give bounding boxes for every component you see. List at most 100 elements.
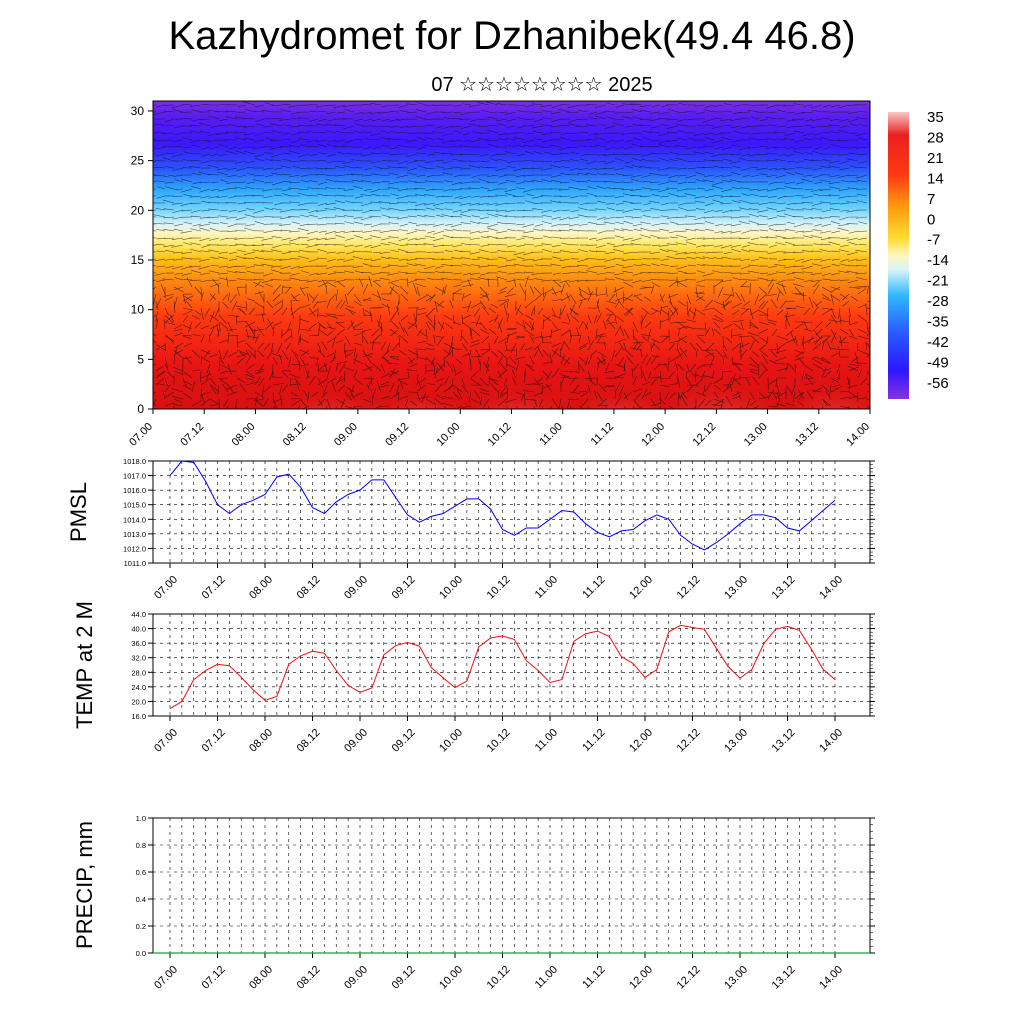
wind-barb (802, 339, 805, 351)
wind-barb (778, 279, 787, 283)
wind-barb (253, 328, 265, 332)
wind-barb (839, 320, 850, 323)
wind-barb (270, 269, 283, 274)
wind-barb (326, 104, 337, 107)
wind-barb (506, 388, 509, 400)
wind-barb (220, 118, 229, 121)
wind-barb (497, 290, 507, 295)
wind-barb (757, 277, 769, 281)
wind-barb (551, 368, 560, 379)
wind-barb (595, 237, 607, 241)
wind-barb (362, 263, 373, 267)
wind-barb (578, 223, 589, 226)
wind-barb (713, 104, 724, 107)
wind-barb (601, 356, 607, 365)
colorbar-label: -56 (927, 375, 949, 392)
x-tick-label: 09.00 (342, 727, 370, 755)
wind-barb (614, 396, 622, 407)
wind-barb (721, 146, 733, 150)
wind-barb (467, 279, 472, 288)
wind-barb (766, 335, 769, 345)
wind-barb (289, 373, 301, 379)
wind-barb (443, 396, 454, 400)
wind-barb (425, 314, 433, 323)
wind-barb (443, 356, 445, 368)
wind-barb (776, 384, 780, 395)
wind-barb (453, 111, 463, 114)
wind-barb (496, 158, 508, 162)
wind-barb (623, 181, 634, 183)
wind-barb (631, 279, 643, 284)
wind-barb (452, 209, 463, 213)
wind-barb (254, 104, 265, 108)
wind-barb (657, 188, 670, 193)
wind-barb (370, 111, 382, 115)
wind-barb (596, 293, 607, 296)
wind-barb (614, 272, 625, 276)
wind-barb (515, 181, 526, 185)
wind-barb (254, 153, 265, 158)
wind-barb (248, 350, 256, 358)
wind-barb (767, 319, 778, 323)
wind-barb (541, 179, 553, 183)
wind-barb (533, 343, 542, 351)
wind-barb (232, 300, 238, 312)
wind-barb (568, 146, 580, 149)
wind-barb (425, 188, 436, 191)
wind-barb (485, 291, 490, 302)
wind-barb (239, 383, 247, 393)
wind-barb (811, 207, 823, 211)
wind-barb (659, 370, 662, 383)
wind-barb (803, 382, 815, 386)
wind-barb (621, 265, 634, 269)
wind-barb (219, 209, 229, 212)
wind-barb (568, 216, 580, 220)
wind-barb (523, 230, 535, 234)
wind-barb (730, 171, 742, 176)
wind-barb (596, 391, 603, 402)
wind-barb (344, 405, 354, 409)
wind-barb (227, 188, 238, 190)
wind-barb (703, 109, 715, 113)
wind-barb (404, 398, 409, 407)
wind-barb (618, 342, 625, 351)
wind-barb (738, 199, 751, 204)
wind-barb (705, 342, 715, 351)
wind-barb (163, 244, 175, 248)
wind-barb (425, 342, 434, 347)
wind-barb (272, 376, 283, 379)
wind-barb (226, 328, 238, 331)
wind-barb (414, 318, 418, 330)
wind-barb (561, 132, 571, 135)
wind-barb (200, 250, 211, 253)
wind-barb (848, 242, 859, 246)
wind-barb (791, 384, 796, 396)
wind-barb (821, 265, 832, 269)
wind-barb (829, 384, 832, 397)
wind-barb (865, 341, 868, 351)
wind-barb (542, 342, 553, 344)
wind-barb (686, 363, 690, 373)
wind-barb (524, 383, 535, 386)
wind-barb (295, 380, 301, 393)
page-subtitle: 07 ☆☆☆☆☆☆☆☆ 2025 (431, 74, 653, 96)
wind-barb (490, 158, 499, 162)
wind-barb (812, 336, 824, 344)
wind-barb (633, 264, 643, 267)
wind-barb (532, 237, 544, 240)
wind-barb (786, 272, 796, 275)
wind-barb (496, 118, 508, 122)
wind-barb (552, 236, 562, 239)
wind-barb (298, 249, 310, 253)
wind-barb (208, 132, 220, 136)
x-tick-label: 13.00 (722, 727, 750, 755)
wind-barb (317, 202, 328, 207)
wind-barb (612, 248, 625, 253)
wind-barb (279, 223, 292, 226)
wind-barb (325, 187, 337, 190)
wind-barb (470, 118, 481, 122)
wind-barb (431, 356, 436, 366)
wind-barb (340, 398, 346, 409)
wind-barb (281, 349, 289, 360)
wind-barb (479, 300, 487, 309)
